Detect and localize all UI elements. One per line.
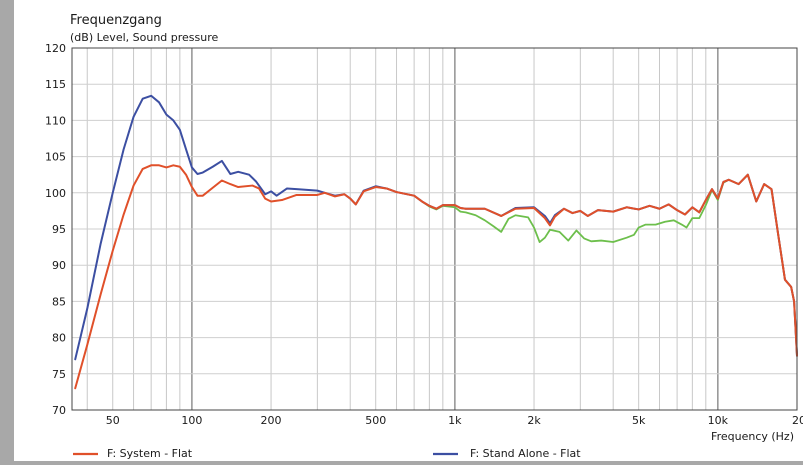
x-tick-label: 5k: [632, 414, 646, 427]
x-tick-label: 2k: [527, 414, 541, 427]
chart-title: Frequenzgang: [70, 13, 162, 28]
x-axis-label: Frequency (Hz): [711, 430, 794, 443]
y-tick-label: 100: [45, 187, 66, 200]
legend-label-system: F: System - Flat: [107, 447, 193, 460]
series-lines: [74, 94, 798, 390]
y-tick-label: 75: [52, 368, 66, 381]
series-line-system: [74, 164, 798, 390]
chart-panel: 70 75 80 85 90 95 100 105 110 115 120 50 100 200 500 1…: [14, 0, 803, 461]
y-tick-label: 90: [52, 259, 66, 272]
y-tick-label: 70: [52, 404, 66, 417]
frequency-response-chart: 70 75 80 85 90 95 100 105 110 115 120 50 100 200 500 1…: [45, 13, 803, 460]
y-tick-label: 120: [45, 42, 66, 55]
x-tick-label: 50: [106, 414, 120, 427]
x-tick-label: 500: [365, 414, 386, 427]
y-tick-labels: 70 75 80 85 90 95 100 105 110 115 120: [45, 42, 66, 417]
legend: F: System - Flat F: Stand Alone - Flat: [73, 447, 581, 460]
y-tick-label: 105: [45, 151, 66, 164]
chart-subtitle: (dB) Level, Sound pressure: [70, 31, 219, 44]
x-tick-labels: 50 100 200 500 1k 2k 5k 10k 20: [106, 414, 803, 427]
y-tick-label: 110: [45, 114, 66, 127]
left-border: [0, 0, 14, 461]
x-tick-label: 10k: [708, 414, 729, 427]
y-tick-label: 85: [52, 295, 66, 308]
y-tick-label: 95: [52, 223, 66, 236]
x-tick-label: 1k: [448, 414, 462, 427]
plot-area-frame: [71, 47, 798, 411]
y-tick-label: 80: [52, 332, 66, 345]
x-tick-label: 200: [261, 414, 282, 427]
x-tick-label: 20: [792, 414, 803, 427]
legend-label-stand-alone: F: Stand Alone - Flat: [470, 447, 581, 460]
x-tick-label: 100: [181, 414, 202, 427]
y-tick-label: 115: [45, 78, 66, 91]
